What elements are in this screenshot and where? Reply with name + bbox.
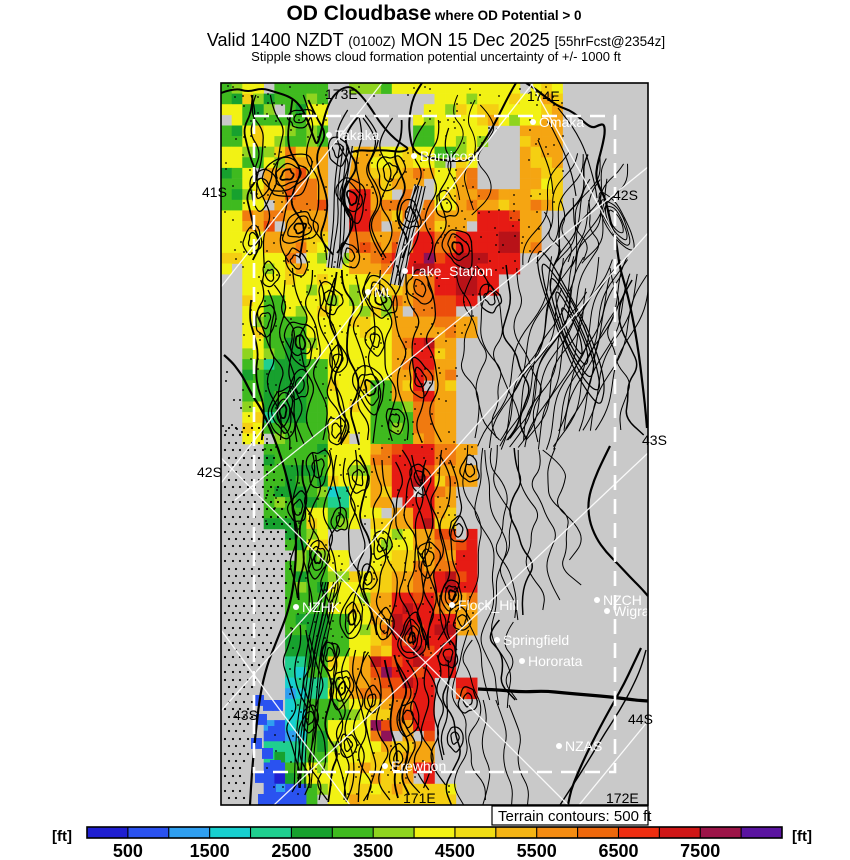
svg-text:171E: 171E (403, 790, 436, 806)
svg-text:NZAS: NZAS (565, 738, 602, 754)
svg-text:NZHK: NZHK (302, 599, 341, 615)
svg-text:Springfield: Springfield (503, 632, 569, 648)
svg-text:OD Cloudbase where OD Potentia: OD Cloudbase where OD Potential > 0 (286, 2, 581, 25)
svg-text:1500: 1500 (190, 841, 230, 860)
svg-text:43S: 43S (233, 707, 258, 723)
svg-text:Hororata: Hororata (528, 653, 583, 669)
svg-text:Stipple shows cloud formation: Stipple shows cloud formation potential … (251, 49, 621, 64)
svg-text:7500: 7500 (680, 841, 720, 860)
svg-text:43S: 43S (642, 432, 667, 448)
svg-text:6500: 6500 (598, 841, 638, 860)
svg-text:41S: 41S (202, 184, 227, 200)
svg-text:44S: 44S (628, 711, 653, 727)
svg-text:Omaka: Omaka (539, 114, 584, 130)
svg-text:Lake_Station: Lake_Station (411, 263, 493, 279)
svg-text:Terrain contours: 500 ft: Terrain contours: 500 ft (498, 808, 652, 825)
svg-text:174E: 174E (527, 88, 560, 104)
svg-text:[ft]: [ft] (52, 828, 72, 845)
svg-text:Mt: Mt (374, 284, 390, 300)
svg-text:500: 500 (113, 841, 143, 860)
svg-text:NZCH: NZCH (603, 592, 642, 608)
svg-text:Wigram: Wigram (613, 603, 661, 619)
svg-text:42S: 42S (197, 464, 222, 480)
svg-text:2500: 2500 (271, 841, 311, 860)
svg-text:4500: 4500 (435, 841, 475, 860)
svg-text:Takaka: Takaka (335, 127, 380, 143)
svg-text:42S: 42S (613, 187, 638, 203)
svg-text:[ft]: [ft] (792, 828, 812, 845)
svg-text:Barnicoat: Barnicoat (420, 148, 479, 164)
svg-text:172E: 172E (606, 790, 639, 806)
svg-text:Valid 1400 NZDT (0100Z) MON 15: Valid 1400 NZDT (0100Z) MON 15 Dec 2025 … (207, 30, 665, 50)
svg-text:5500: 5500 (517, 841, 557, 860)
svg-text:3500: 3500 (353, 841, 393, 860)
svg-text:Flock_Hill: Flock_Hill (458, 597, 519, 613)
svg-text:173E: 173E (325, 86, 358, 102)
svg-text:Erewhon: Erewhon (391, 758, 446, 774)
